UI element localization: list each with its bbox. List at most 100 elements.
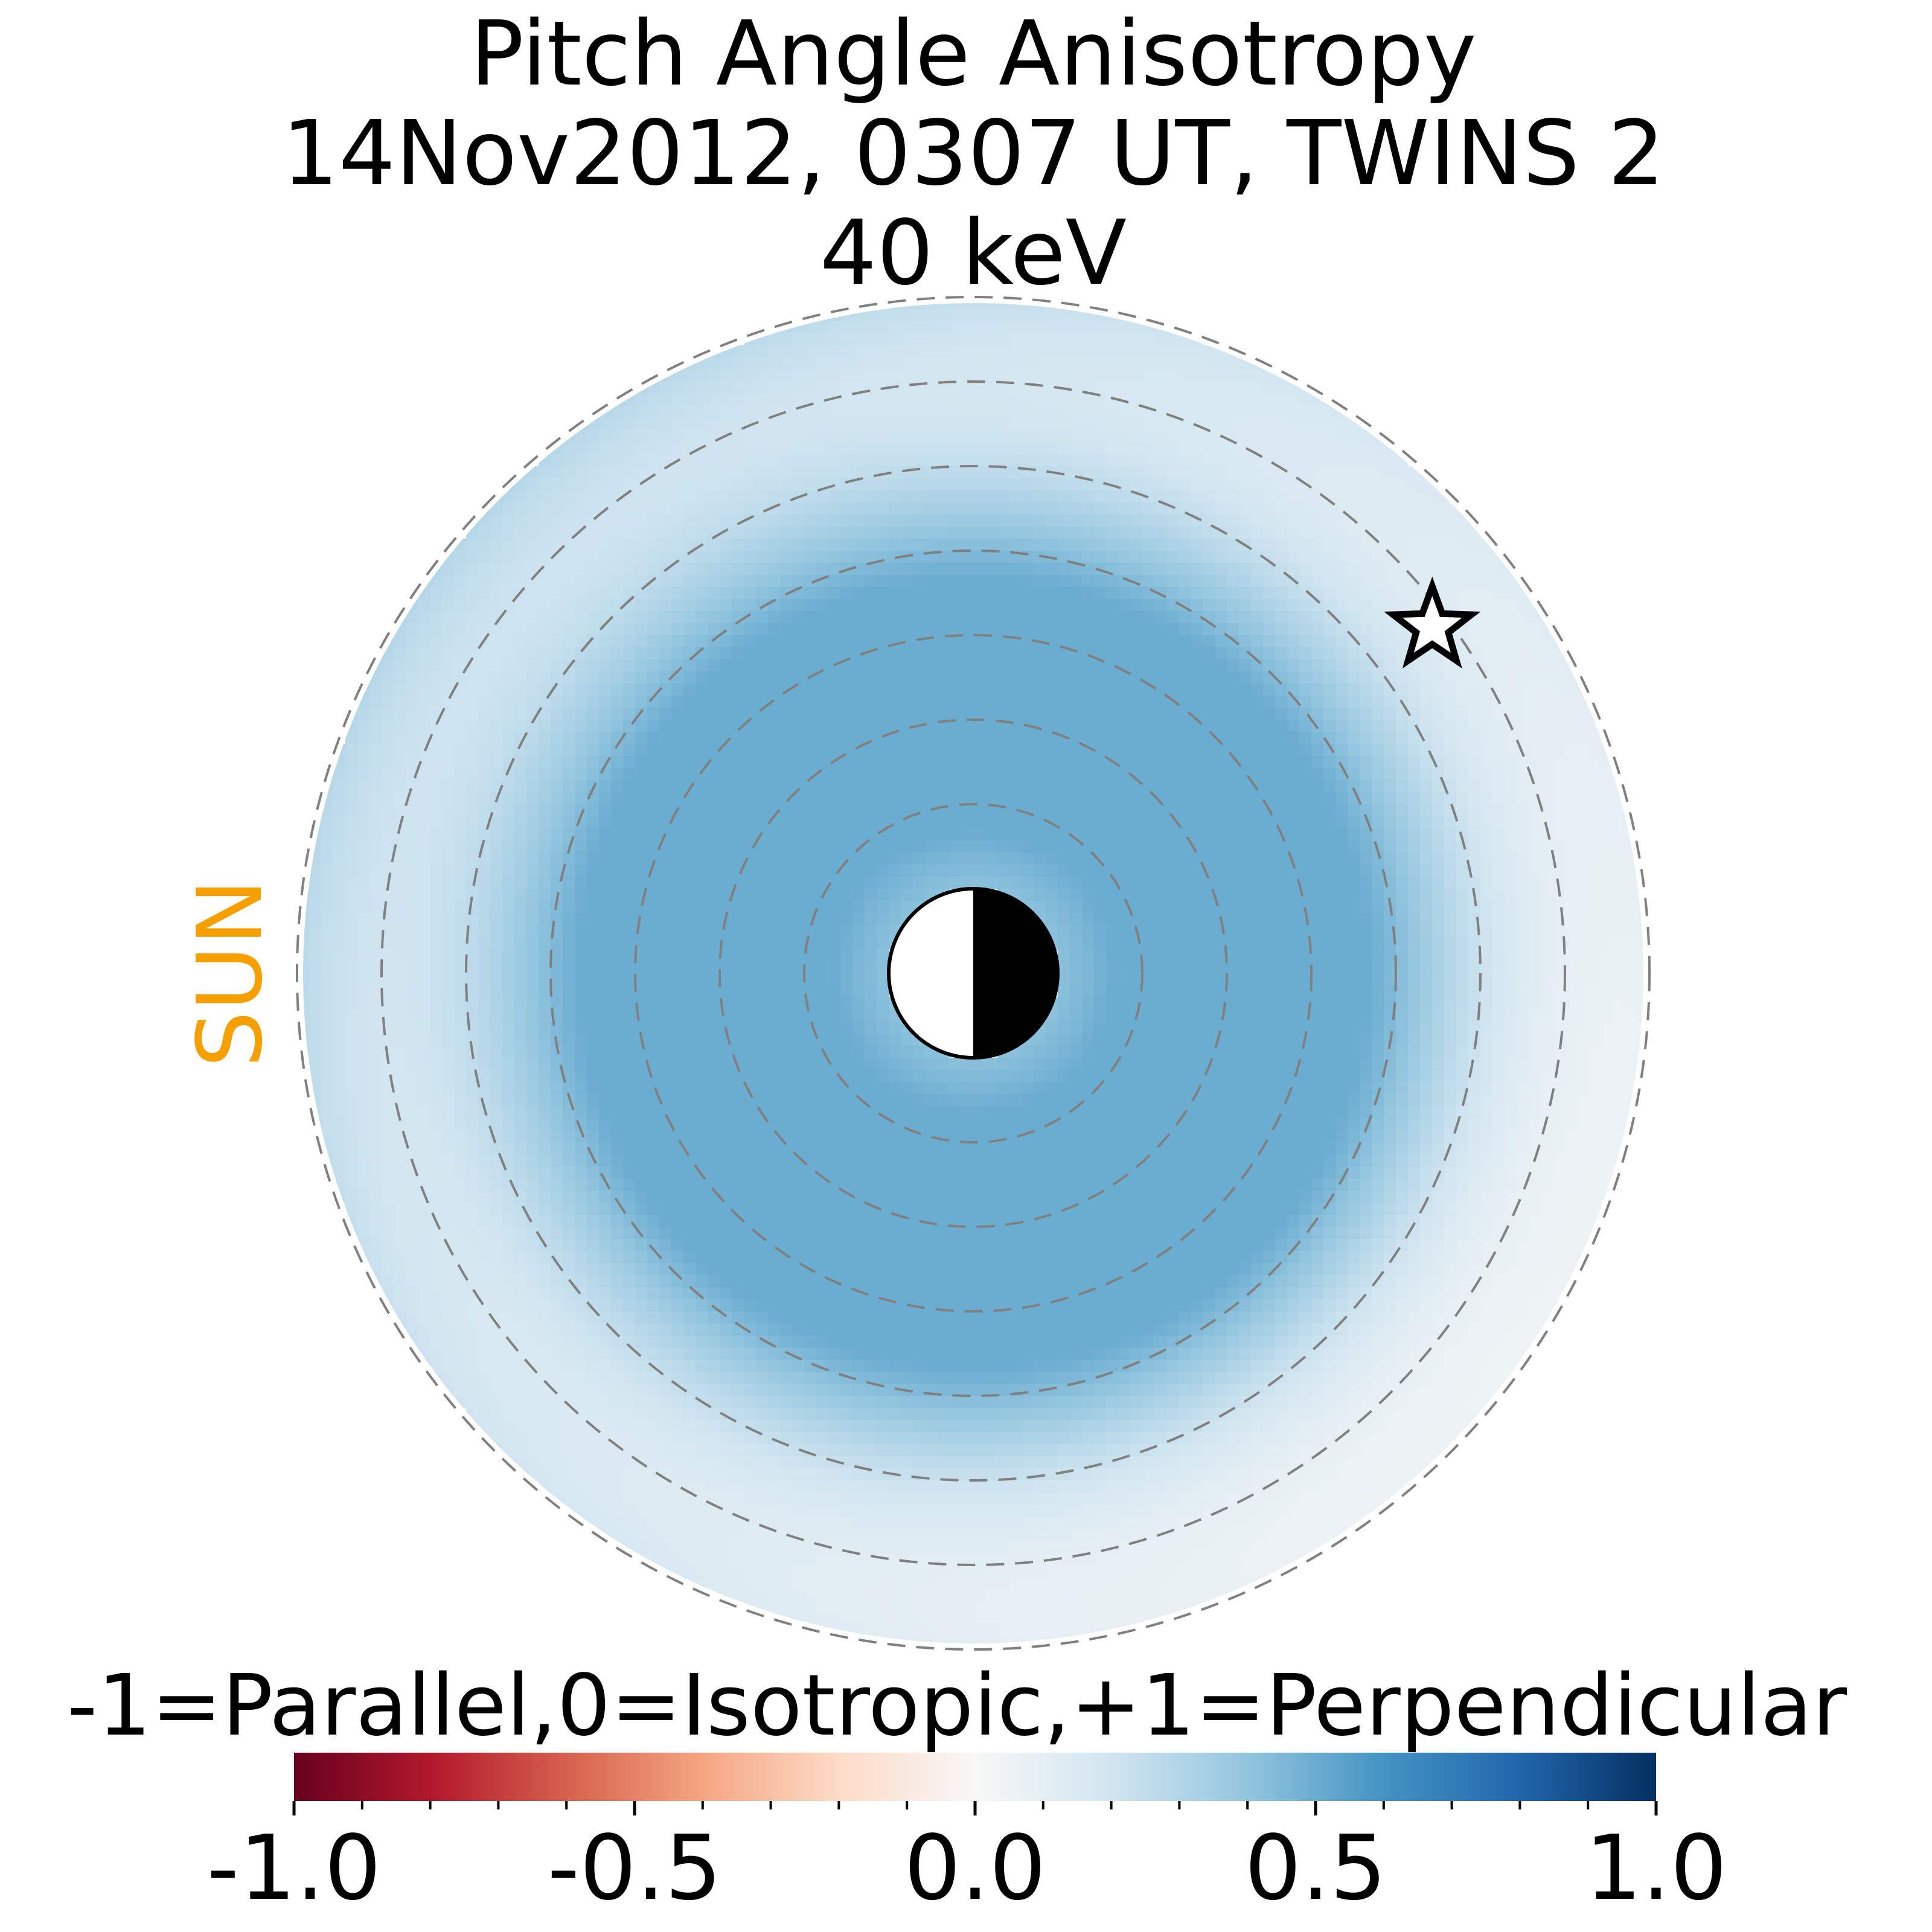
heatmap-cell — [792, 744, 805, 756]
heatmap-cell — [997, 345, 1010, 358]
heatmap-cell — [1251, 599, 1264, 612]
heatmap-cell — [635, 563, 648, 575]
heatmap-cell — [1191, 961, 1203, 974]
heatmap-cell — [1034, 333, 1046, 346]
heatmap-cell — [913, 321, 926, 334]
heatmap-cell — [1215, 563, 1227, 575]
heatmap-cell — [852, 611, 865, 624]
heatmap-cell — [973, 659, 986, 672]
heatmap-cell — [1311, 768, 1324, 781]
heatmap-cell — [1589, 816, 1602, 829]
heatmap-cell — [563, 454, 575, 467]
heatmap-cell — [1299, 671, 1312, 684]
heatmap-cell — [526, 502, 539, 515]
heatmap-cell — [756, 973, 769, 986]
heatmap-cell — [1384, 780, 1396, 793]
heatmap-cell — [309, 925, 322, 938]
heatmap-cell — [1384, 466, 1396, 479]
heatmap-cell — [877, 744, 889, 756]
heatmap-cell — [671, 526, 684, 539]
heatmap-cell — [563, 430, 575, 443]
heatmap-cell — [647, 551, 660, 563]
heatmap-cell — [1263, 659, 1276, 672]
heatmap-cell — [539, 683, 551, 696]
heatmap-cell — [575, 840, 587, 853]
heatmap-cell — [1203, 708, 1215, 720]
heatmap-cell — [792, 321, 805, 334]
heatmap-cell — [852, 913, 865, 926]
heatmap-cell — [1251, 575, 1264, 587]
heatmap-cell — [1179, 659, 1191, 672]
heatmap-cell — [466, 720, 479, 732]
heatmap-cell — [756, 514, 769, 527]
heatmap-cell — [949, 840, 962, 853]
heatmap-cell — [1263, 635, 1276, 648]
heatmap-cell — [696, 744, 708, 756]
heatmap-cell — [828, 889, 841, 901]
heatmap-cell — [840, 442, 853, 455]
heatmap-cell — [877, 333, 889, 346]
heatmap-cell — [1263, 514, 1276, 527]
heatmap-cell — [1589, 804, 1602, 817]
heatmap-cell — [1637, 961, 1643, 974]
heatmap-cell — [1396, 852, 1409, 865]
heatmap-cell — [539, 756, 551, 769]
heatmap-cell — [961, 563, 974, 575]
heatmap-cell — [1082, 575, 1095, 587]
heatmap-cell — [985, 394, 998, 406]
heatmap-cell — [1154, 889, 1167, 901]
heatmap-cell — [1166, 587, 1179, 600]
heatmap-cell — [683, 454, 696, 467]
heatmap-cell — [768, 985, 781, 998]
heatmap-cell — [852, 852, 865, 865]
heatmap-cell — [1034, 683, 1046, 696]
heatmap-cell — [780, 623, 793, 636]
heatmap-cell — [551, 671, 563, 684]
heatmap-cell — [744, 768, 756, 781]
heatmap-cell — [1311, 877, 1324, 889]
heatmap-cell — [1348, 913, 1360, 926]
heatmap-cell — [708, 816, 720, 829]
heatmap-cell — [961, 659, 974, 672]
heatmap-cell — [792, 720, 805, 732]
heatmap-cell — [828, 333, 841, 346]
heatmap-cell — [756, 865, 769, 877]
heatmap-cell — [1553, 647, 1566, 660]
heatmap-cell — [394, 696, 406, 708]
heatmap-cell — [1263, 442, 1276, 455]
heatmap-cell — [1432, 961, 1445, 974]
heatmap-cell — [1094, 816, 1107, 829]
heatmap-cell — [647, 683, 660, 696]
heatmap-cell — [442, 623, 455, 636]
heatmap-cell — [913, 303, 926, 310]
heatmap-cell — [1505, 611, 1517, 624]
heatmap-cell — [865, 502, 877, 515]
heatmap-cell — [1203, 357, 1215, 370]
heatmap-cell — [925, 611, 938, 624]
heatmap-cell — [1565, 961, 1578, 974]
heatmap-cell — [394, 768, 406, 781]
heatmap-cell — [683, 357, 696, 370]
heatmap-cell — [1335, 647, 1348, 660]
heatmap-cell — [816, 635, 829, 648]
heatmap-cell — [683, 502, 696, 515]
heatmap-cell — [478, 732, 491, 744]
heatmap-cell — [526, 539, 539, 551]
heatmap-cell — [514, 599, 527, 612]
heatmap-cell — [466, 683, 479, 696]
heatmap-cell — [1287, 599, 1300, 612]
heatmap-cell — [973, 840, 986, 853]
heatmap-cell — [1275, 382, 1288, 394]
heatmap-cell — [732, 985, 744, 998]
heatmap-cell — [1444, 744, 1457, 756]
heatmap-cell — [1323, 708, 1336, 720]
heatmap-cell — [877, 635, 889, 648]
heatmap-cell — [1094, 539, 1107, 551]
heatmap-cell — [587, 985, 600, 998]
heatmap-cell — [1034, 768, 1046, 781]
heatmap-cell — [575, 985, 587, 998]
heatmap-cell — [478, 708, 491, 720]
heatmap-cell — [478, 647, 491, 660]
heatmap-cell — [526, 563, 539, 575]
heatmap-cell — [333, 828, 346, 841]
